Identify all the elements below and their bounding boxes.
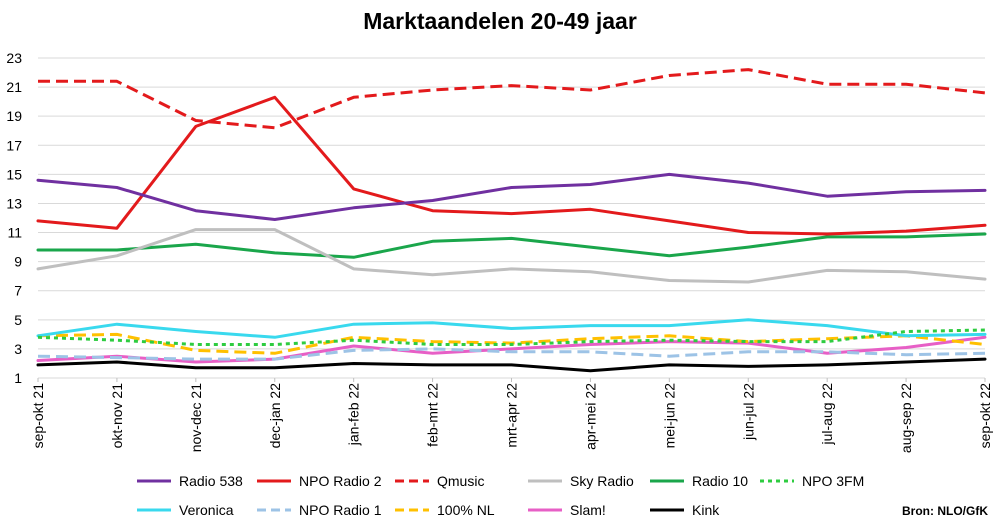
legend-label: NPO Radio 1 [299,502,382,518]
series-line-radio-538 [36,172,987,221]
legend-label: 100% NL [437,502,495,518]
x-tick-label: apr-mei 22 [582,383,598,450]
series-line-qmusic [38,68,986,130]
series-line-veronica [36,318,987,339]
chart-title: Marktaandelen 20-49 jaar [363,8,637,34]
x-tick-label: sep-okt 22 [977,383,993,449]
legend-label: Qmusic [437,473,484,489]
y-tick-label: 5 [14,312,22,328]
y-tick-label: 19 [6,108,22,124]
x-tick-label: feb-mrt 22 [425,383,441,447]
series-line-slam- [36,335,987,364]
y-tick-label: 7 [14,283,22,299]
x-tick-label: aug-sep 22 [898,383,914,453]
series-line-npo-3fm [37,328,986,346]
y-tick-label: 9 [14,254,22,270]
y-tick-label: 1 [14,370,22,386]
x-tick-label: dec-jan 22 [267,383,283,449]
x-tick-label: sep-okt 21 [30,383,46,449]
y-tick-label: 23 [6,50,22,66]
legend-label: NPO Radio 2 [299,473,382,489]
x-tick-label: nov-dec 21 [188,383,204,452]
x-tick-label: jun-jul 22 [740,383,756,441]
x-tick-label: jul-aug 22 [819,383,835,446]
y-tick-label: 13 [6,195,22,211]
series-line-sky-radio [36,228,987,284]
series-line-radio-10 [36,232,987,259]
legend-label: Kink [692,502,720,518]
series-line-kink [36,357,987,373]
legend-label: Veronica [179,502,234,518]
y-tick-label: 21 [6,79,22,95]
y-tick-label: 15 [6,166,22,182]
legend-label: NPO 3FM [802,473,864,489]
y-tick-label: 17 [6,137,22,153]
legend-label: Sky Radio [570,473,634,489]
x-tick-label: jan-feb 22 [346,383,362,446]
series-line-npo-radio-2 [36,95,987,236]
x-tick-label: mrt-apr 22 [504,383,520,448]
legend-label: Radio 10 [692,473,748,489]
series-line-npo-radio-1 [37,347,986,361]
y-tick-label: 11 [7,225,22,241]
legend-label: Radio 538 [179,473,243,489]
y-tick-label: 3 [14,341,22,357]
x-tick-label: mei-jun 22 [661,383,677,449]
x-tick-label: okt-nov 21 [109,383,125,449]
legend-label: Slam! [570,502,606,518]
source-note: Bron: NLO/GfK [902,504,988,518]
